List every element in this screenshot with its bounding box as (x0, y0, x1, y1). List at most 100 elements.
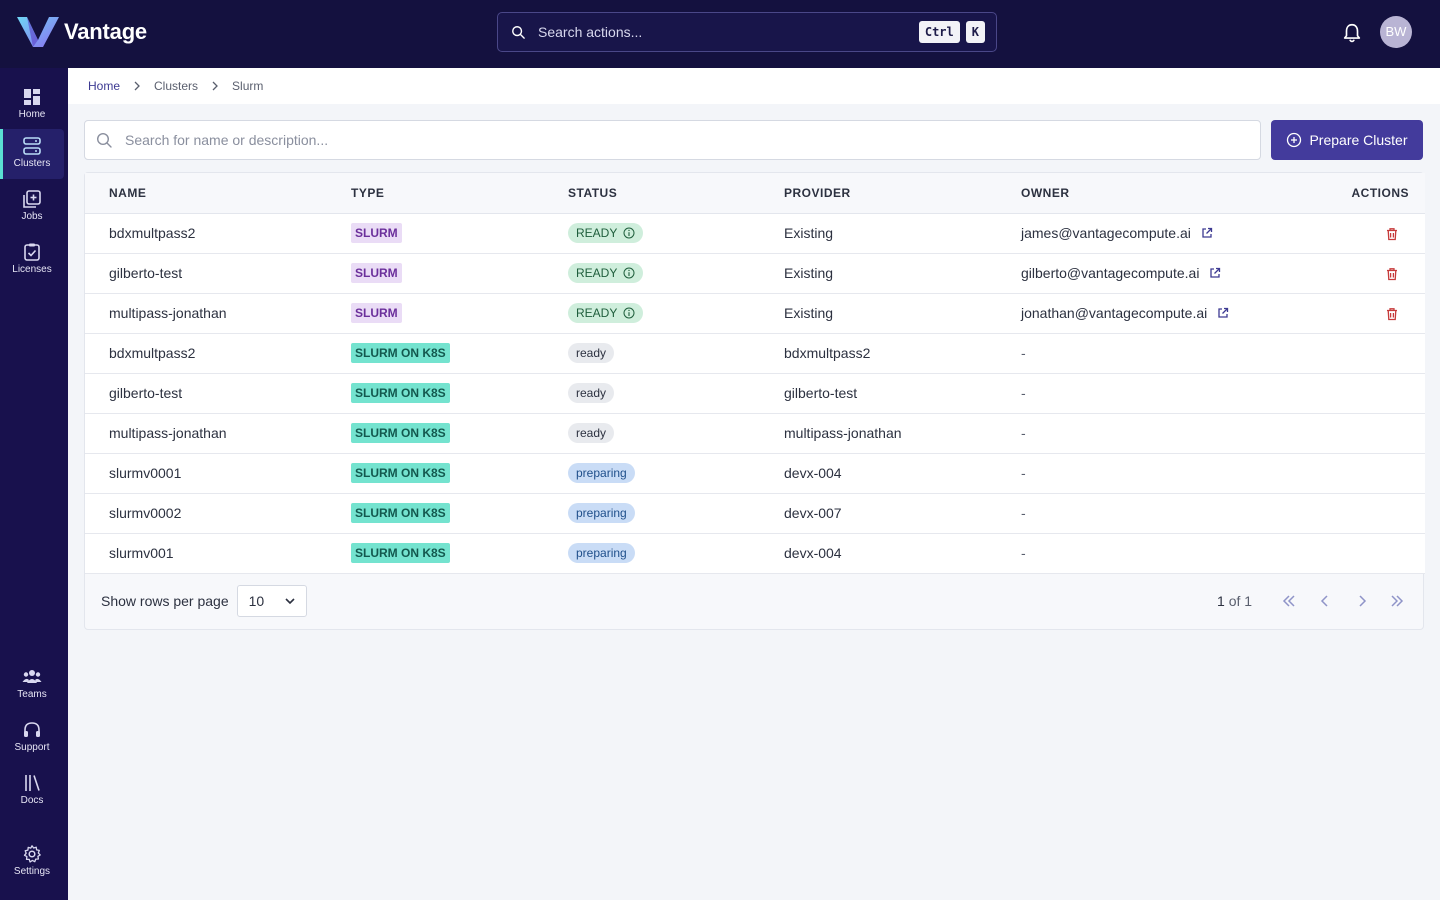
last-page-icon[interactable] (1388, 592, 1406, 610)
sidebar-item-label: Teams (17, 689, 47, 700)
table-row[interactable]: slurmv0002 SLURM ON K8S preparing devx-0… (85, 493, 1425, 534)
search-icon (512, 26, 525, 39)
cluster-name[interactable]: gilberto-test (85, 373, 351, 414)
status-badge: preparing (568, 543, 635, 563)
type-badge: SLURM (351, 223, 402, 243)
info-icon[interactable] (623, 227, 635, 239)
status-text: READY (576, 266, 618, 280)
table-row[interactable]: gilberto-test SLURM READY Existing gilbe… (85, 253, 1425, 294)
sidebar-item-label: Home (18, 109, 46, 120)
status-badge: READY (568, 263, 644, 283)
rows-per-page-value: 10 (248, 593, 265, 609)
table-row[interactable]: slurmv0001 SLURM ON K8S preparing devx-0… (85, 453, 1425, 494)
status-badge: ready (568, 423, 615, 443)
info-icon[interactable] (623, 307, 635, 319)
dashboard-icon (24, 89, 40, 105)
header-provider[interactable]: PROVIDER (784, 173, 1021, 214)
status-badge: ready (568, 343, 615, 363)
provider-cell: Existing (784, 213, 1021, 254)
breadcrumb-home[interactable]: Home (88, 79, 121, 93)
sidebar-item-docs[interactable]: Docs (0, 766, 64, 816)
previous-page-icon[interactable] (1316, 592, 1334, 610)
page-of: of (1228, 593, 1241, 609)
actions-cell (1321, 413, 1425, 454)
trash-icon[interactable] (1385, 227, 1399, 241)
sidebar-item-support[interactable]: Support (0, 713, 64, 763)
info-icon[interactable] (623, 267, 635, 279)
owner-link[interactable]: james@vantagecompute.ai (1021, 225, 1213, 241)
page-total: 1 (1244, 593, 1253, 609)
sidebar-item-label: Licenses (12, 264, 52, 275)
external-link-icon (1218, 307, 1229, 318)
cluster-name[interactable]: multipass-jonathan (85, 293, 351, 334)
cluster-name[interactable]: slurmv001 (85, 533, 351, 574)
type-badge: SLURM ON K8S (351, 383, 450, 403)
table-row[interactable]: multipass-jonathan SLURM ON K8S ready mu… (85, 413, 1425, 454)
notification-bell-icon[interactable] (1341, 22, 1363, 44)
add-jobs-icon (23, 190, 41, 208)
table-row[interactable]: slurmv001 SLURM ON K8S preparing devx-00… (85, 533, 1425, 574)
people-icon (22, 670, 42, 683)
owner-cell: - (1021, 413, 1321, 454)
type-badge: SLURM ON K8S (351, 343, 450, 363)
sidebar-item-jobs[interactable]: Jobs (0, 182, 64, 232)
cluster-search-placeholder: Search for name or description... (125, 132, 329, 148)
top-bar: Vantage Search actions... Ctrl K BW (0, 0, 1440, 68)
sidebar-item-clusters[interactable]: Clusters (0, 129, 64, 179)
prepare-cluster-button[interactable]: Prepare Cluster (1271, 120, 1423, 160)
provider-cell: devx-007 (784, 493, 1021, 534)
header-status[interactable]: STATUS (568, 173, 784, 214)
owner-link[interactable]: gilberto@vantagecompute.ai (1021, 265, 1221, 281)
sidebar-item-teams[interactable]: Teams (0, 660, 64, 710)
type-badge: SLURM ON K8S (351, 543, 450, 563)
next-page-icon[interactable] (1353, 592, 1371, 610)
cluster-name[interactable]: gilberto-test (85, 253, 351, 294)
clusters-table-card: NAME TYPE STATUS PROVIDER OWNER ACTIONS … (84, 172, 1425, 630)
user-avatar[interactable]: BW (1380, 16, 1412, 48)
vantage-logo-icon (17, 17, 59, 47)
table-row[interactable]: bdxmultpass2 SLURM ON K8S ready bdxmultp… (85, 333, 1425, 374)
library-icon (25, 775, 40, 791)
header-type[interactable]: TYPE (351, 173, 568, 214)
table-row[interactable]: multipass-jonathan SLURM READY Existing … (85, 293, 1425, 334)
action-search-placeholder: Search actions... (538, 24, 643, 40)
page-indicator: 1 of 1 (1217, 593, 1252, 609)
prepare-cluster-label: Prepare Cluster (1309, 132, 1408, 148)
header-owner[interactable]: OWNER (1021, 173, 1321, 214)
first-page-icon[interactable] (1280, 592, 1298, 610)
cluster-name[interactable]: bdxmultpass2 (85, 213, 351, 254)
header-name[interactable]: NAME (85, 173, 351, 214)
provider-cell: gilberto-test (784, 373, 1021, 414)
provider-cell: devx-004 (784, 533, 1021, 574)
status-text: READY (576, 226, 618, 240)
cluster-search-input[interactable]: Search for name or description... (84, 120, 1261, 160)
external-link-icon (1202, 227, 1213, 238)
sidebar-item-settings[interactable]: Settings (0, 837, 64, 887)
table-row[interactable]: bdxmultpass2 SLURM READY Existing james@… (85, 213, 1425, 254)
trash-icon[interactable] (1385, 267, 1399, 281)
cluster-name[interactable]: multipass-jonathan (85, 413, 351, 454)
table-header-row: NAME TYPE STATUS PROVIDER OWNER ACTIONS (85, 173, 1425, 214)
breadcrumb-clusters[interactable]: Clusters (154, 79, 199, 93)
breadcrumb: Home Clusters Slurm (68, 68, 1440, 104)
provider-cell: devx-004 (784, 453, 1021, 494)
table-row[interactable]: gilberto-test SLURM ON K8S ready gilbert… (85, 373, 1425, 414)
cluster-name[interactable]: bdxmultpass2 (85, 333, 351, 374)
gear-icon (23, 845, 41, 863)
sidebar-item-licenses[interactable]: Licenses (0, 235, 64, 285)
action-search[interactable]: Search actions... Ctrl K (497, 12, 997, 52)
app-name: Vantage (64, 19, 147, 44)
owner-link[interactable]: jonathan@vantagecompute.ai (1021, 305, 1229, 321)
sidebar-item-label: Docs (20, 795, 44, 806)
chevron-down-icon (285, 598, 295, 605)
cluster-name[interactable]: slurmv0002 (85, 493, 351, 534)
status-badge: preparing (568, 503, 635, 523)
cluster-name[interactable]: slurmv0001 (85, 453, 351, 494)
owner-cell: - (1021, 333, 1321, 374)
vantage-logo[interactable]: Vantage (16, 15, 147, 49)
rows-per-page-label: Show rows per page (101, 593, 229, 609)
trash-icon[interactable] (1385, 307, 1399, 321)
sidebar-item-home[interactable]: Home (0, 80, 64, 130)
rows-per-page-select[interactable]: 10 (236, 585, 307, 617)
owner-email: jonathan@vantagecompute.ai (1021, 305, 1208, 321)
